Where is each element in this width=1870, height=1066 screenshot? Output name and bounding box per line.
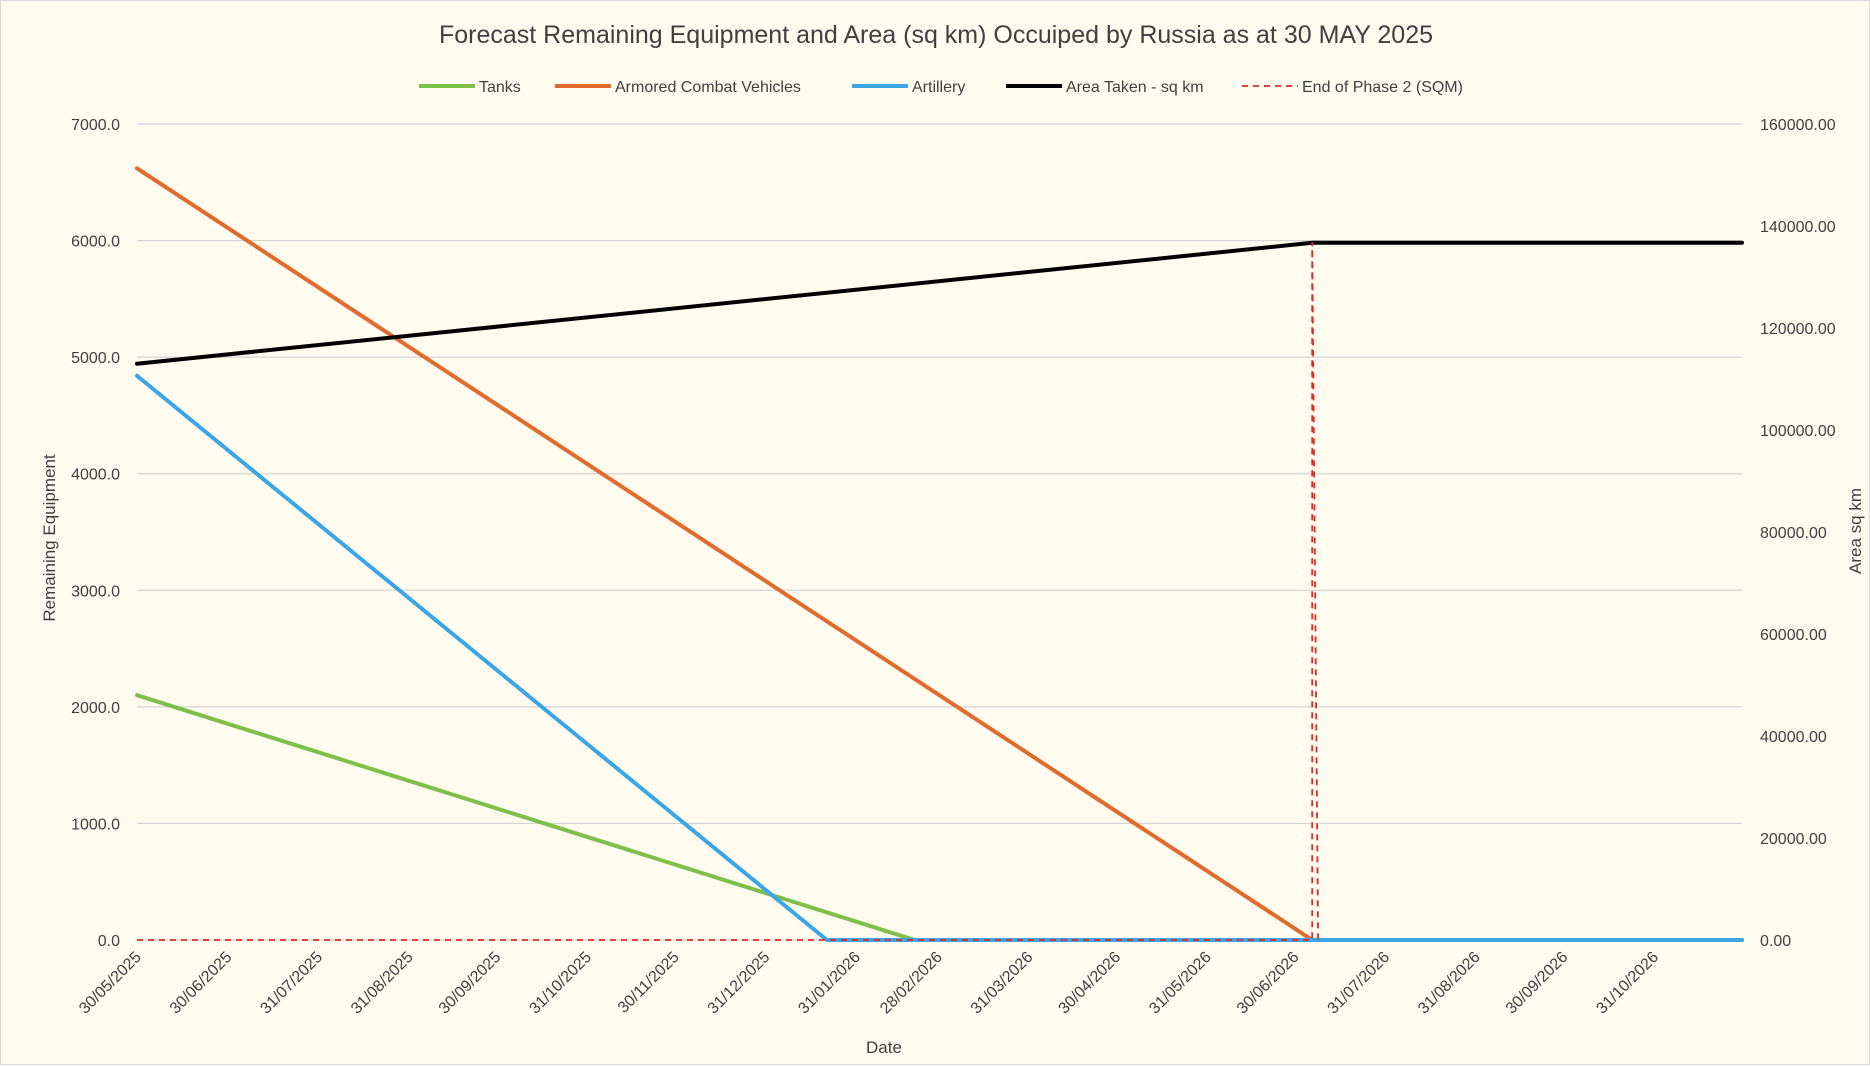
x-tick-label: 30/04/2026 — [1056, 949, 1125, 1018]
series-line — [135, 166, 1744, 942]
y2-tick-label: 40000.00 — [1760, 729, 1827, 746]
y2-tick-label: 140000.00 — [1760, 219, 1836, 236]
series-lines — [135, 166, 1744, 942]
legend: Tanks Armored Combat Vehicles Artillery Are… — [419, 79, 1463, 96]
legend-label: Armored Combat Vehicles — [615, 79, 801, 96]
x-tick-label: 30/11/2025 — [615, 949, 683, 1017]
y-tick-label: 2000.0 — [71, 700, 120, 717]
x-tick-label: 30/06/2026 — [1234, 949, 1303, 1018]
y2-tick-label: 120000.00 — [1760, 321, 1836, 338]
x-tick-label: 31/01/2026 — [795, 949, 864, 1018]
chart-title: Forecast Remaining Equipment and Area (s… — [439, 21, 1433, 49]
series-line — [135, 373, 1744, 942]
y-tick-label: 3000.0 — [71, 583, 120, 600]
y2-tick-label: 160000.00 — [1760, 117, 1836, 134]
x-tick-label: 31/05/2026 — [1146, 949, 1215, 1018]
y-tick-label: 7000.0 — [71, 117, 120, 134]
y2-tick-label: 80000.00 — [1760, 525, 1827, 542]
legend-label: Artillery — [912, 79, 965, 96]
right-axis-ticks: 0.00 20000.00 40000.00 60000.00 80000.00 1000… — [1760, 117, 1836, 950]
y-tick-label: 4000.0 — [71, 467, 120, 484]
x-tick-label: 31/03/2026 — [968, 949, 1037, 1018]
y-tick-label: 6000.0 — [71, 234, 120, 251]
gridlines — [137, 123, 1742, 941]
y2-tick-label: 60000.00 — [1760, 627, 1827, 644]
x-axis-title: Date — [866, 1038, 902, 1057]
left-axis-ticks: 0.0 1000.0 2000.0 3000.0 4000.0 5000.0 6000.0 7… — [71, 117, 120, 950]
x-tick-label: 30/09/2026 — [1503, 949, 1572, 1018]
x-tick-label: 28/02/2026 — [877, 949, 946, 1018]
legend-label: Tanks — [479, 79, 521, 96]
x-tick-label: 31/10/2025 — [526, 949, 595, 1018]
x-tick-label: 31/10/2026 — [1593, 949, 1662, 1018]
y2-tick-label: 20000.00 — [1760, 831, 1827, 848]
x-tick-label: 30/05/2025 — [76, 949, 145, 1018]
x-tick-label: 31/08/2026 — [1415, 949, 1484, 1018]
legend-label: End of Phase 2 (SQM) — [1302, 79, 1463, 96]
x-tick-label: 31/12/2025 — [705, 949, 774, 1018]
x-tick-label: 31/08/2025 — [348, 949, 417, 1018]
y-tick-label: 0.0 — [98, 933, 120, 950]
y-tick-label: 1000.0 — [71, 816, 120, 833]
legend-label: Area Taken - sq km — [1066, 79, 1204, 96]
series-line — [137, 241, 1319, 941]
y-tick-label: 5000.0 — [71, 350, 120, 367]
x-tick-label: 31/07/2025 — [257, 949, 326, 1018]
y2-tick-label: 0.00 — [1760, 933, 1791, 950]
y-axis-title: Remaining Equipment — [40, 454, 59, 622]
x-tick-label: 30/06/2025 — [167, 949, 236, 1018]
y2-tick-label: 100000.00 — [1760, 423, 1836, 440]
x-tick-label: 31/07/2026 — [1325, 949, 1394, 1018]
x-axis-ticks: 30/05/2025 30/06/2025 31/07/2025 31/08/2025… — [76, 949, 1662, 1018]
x-tick-label: 30/09/2025 — [436, 949, 505, 1018]
series-line — [135, 693, 1744, 942]
y2-axis-title: Area sq km — [1846, 488, 1865, 574]
series-line — [135, 240, 1744, 366]
